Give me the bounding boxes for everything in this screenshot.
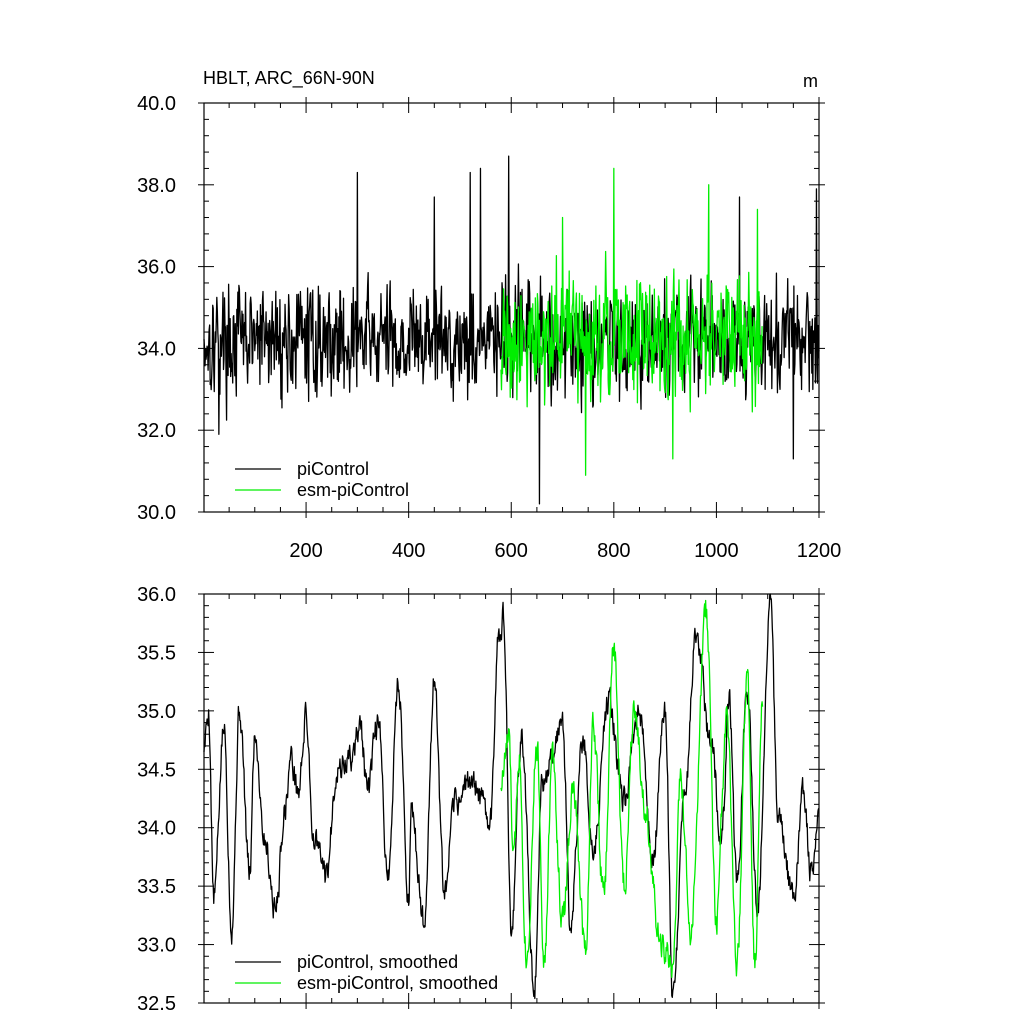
legend-label-esm-picontrol-smoothed: esm-piControl, smoothed bbox=[297, 973, 498, 993]
y-tick-label: 35.0 bbox=[137, 701, 176, 723]
x-tick-label: 800 bbox=[597, 540, 630, 562]
bottom-series-group bbox=[203, 593, 820, 1000]
y-tick-label: 36.0 bbox=[137, 584, 176, 606]
legend-label-picontrol-smoothed: piControl, smoothed bbox=[297, 952, 458, 972]
legend-label-picontrol: piControl bbox=[297, 459, 369, 479]
top-y-tick-labels: 30.0 32.0 34.0 36.0 38.0 40.0 bbox=[137, 93, 176, 524]
top-series-group bbox=[203, 155, 820, 505]
y-tick-label: 34.5 bbox=[137, 759, 176, 781]
top-panel: 30.0 32.0 34.0 36.0 38.0 40.0 200 400 600 800 100… bbox=[137, 93, 841, 562]
series-line-esm-picontrol-smoothed bbox=[500, 599, 764, 978]
y-tick-label: 32.5 bbox=[137, 993, 176, 1015]
y-tick-label: 35.5 bbox=[137, 642, 176, 664]
top-legend: piControl esm-piControl bbox=[235, 459, 409, 500]
series-line-picontrol-smoothed bbox=[203, 593, 820, 1000]
y-tick-label: 33.0 bbox=[137, 935, 176, 957]
y-tick-label: 34.0 bbox=[137, 818, 176, 840]
x-tick-label: 1000 bbox=[694, 540, 739, 562]
x-tick-label: 1200 bbox=[797, 540, 842, 562]
top-ticks-group bbox=[198, 97, 825, 518]
units-label: m bbox=[803, 71, 818, 91]
y-tick-label: 34.0 bbox=[137, 338, 176, 360]
y-tick-label: 30.0 bbox=[137, 502, 176, 524]
y-tick-label: 36.0 bbox=[137, 257, 176, 279]
x-tick-label: 600 bbox=[495, 540, 528, 562]
bottom-legend: piControl, smoothed esm-piControl, smoot… bbox=[235, 952, 498, 993]
bottom-ticks-group bbox=[198, 588, 825, 1009]
bottom-panel: 32.5 33.0 33.5 34.0 34.5 35.0 35.5 36.0 piContr… bbox=[137, 584, 825, 1015]
bottom-y-tick-labels: 32.5 33.0 33.5 34.0 34.5 35.0 35.5 36.0 bbox=[137, 584, 176, 1015]
series-line-esm-picontrol bbox=[500, 167, 763, 476]
top-x-tick-labels: 200 400 600 800 1000 1200 bbox=[289, 540, 841, 562]
y-tick-label: 33.5 bbox=[137, 876, 176, 898]
x-tick-label: 200 bbox=[289, 540, 322, 562]
legend-label-esm-picontrol: esm-piControl bbox=[297, 480, 409, 500]
y-tick-label: 40.0 bbox=[137, 93, 176, 115]
chart-title: HBLT, ARC_66N-90N bbox=[203, 68, 375, 89]
y-tick-label: 32.0 bbox=[137, 420, 176, 442]
series-line-picontrol bbox=[203, 155, 820, 505]
x-tick-label: 400 bbox=[392, 540, 425, 562]
y-tick-label: 38.0 bbox=[137, 175, 176, 197]
